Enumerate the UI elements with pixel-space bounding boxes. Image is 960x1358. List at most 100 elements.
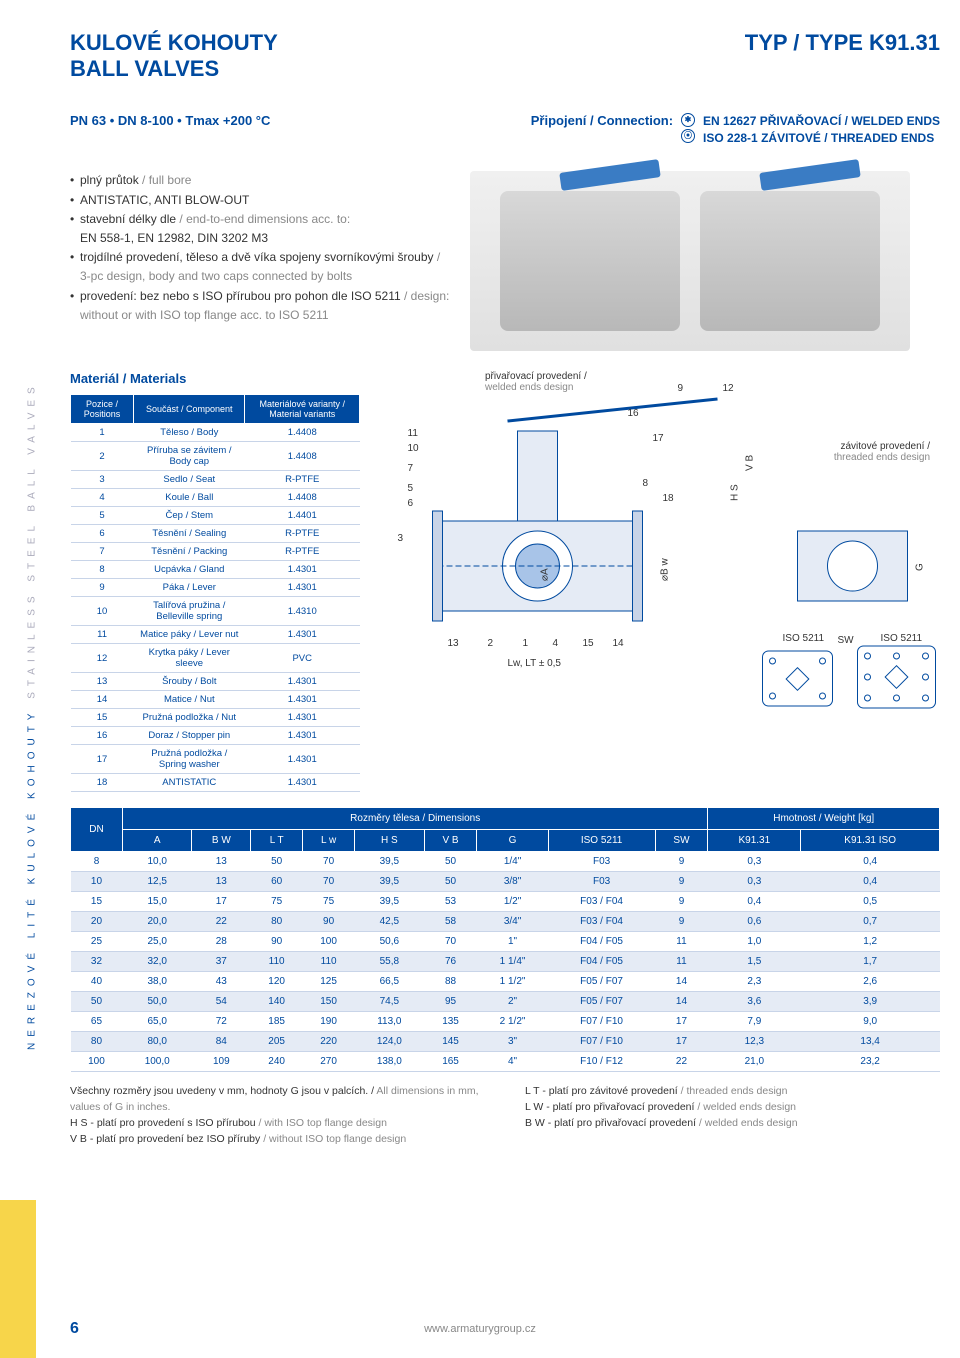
- svg-text:9: 9: [678, 383, 684, 394]
- cell: 50: [424, 852, 477, 872]
- conn1-en: / WELDED ENDS: [845, 114, 940, 128]
- cell: 1,5: [708, 952, 801, 972]
- cell: 1.4408: [245, 424, 360, 442]
- sidebar-cz: NEREZOVÉ LITÉ KULOVÉ KOHOUTY: [27, 708, 38, 1050]
- table-row: 12Krytka páky / Lever sleevePVC: [71, 644, 360, 673]
- cell: 240: [251, 1052, 303, 1072]
- svg-text:ISO 5211: ISO 5211: [881, 633, 923, 644]
- table-row: 2020,022809042,5583/4"F03 / F0490,60,7: [71, 912, 940, 932]
- product-photo: [470, 171, 910, 351]
- cell: 1.4301: [245, 774, 360, 792]
- cell: 1.4408: [245, 442, 360, 471]
- cell: 39,5: [355, 852, 425, 872]
- cell: 0,5: [801, 892, 940, 912]
- table-row: 17Pružná podložka / Spring washer1.4301: [71, 745, 360, 774]
- cell: 10: [71, 597, 134, 626]
- cell: Ucpávka / Gland: [134, 561, 245, 579]
- cell: R-PTFE: [245, 543, 360, 561]
- cell: Těleso / Body: [134, 424, 245, 442]
- cell: Pružná podložka / Nut: [134, 709, 245, 727]
- draw-welded-label: přivařovací provedení / welded ends desi…: [485, 371, 587, 393]
- cell: 18: [71, 774, 134, 792]
- cell: 113,0: [355, 1012, 425, 1032]
- cell: 110: [251, 952, 303, 972]
- table-row: 18ANTISTATIC1.4301: [71, 774, 360, 792]
- table-row: 8Ucpávka / Gland1.4301: [71, 561, 360, 579]
- draw-threaded-label: závitové provedení / threaded ends desig…: [834, 441, 930, 463]
- cell: 14: [655, 992, 708, 1012]
- cell: 39,5: [355, 892, 425, 912]
- conn1-std: EN 12627: [703, 114, 756, 128]
- cell: 1: [71, 424, 134, 442]
- cell: Čep / Stem: [134, 507, 245, 525]
- cell: 124,0: [355, 1032, 425, 1052]
- dim-th: A: [122, 830, 192, 852]
- svg-text:14: 14: [613, 638, 625, 649]
- cell: 53: [424, 892, 477, 912]
- cell: 0,4: [801, 852, 940, 872]
- cell: 11: [71, 626, 134, 644]
- weld-icon: ✱: [681, 113, 695, 127]
- dim-text: Lw, LT ± 0,5: [508, 658, 562, 669]
- valve-threaded: [700, 191, 880, 331]
- cell: PVC: [245, 644, 360, 673]
- dwl-cz: přivařovací provedení /: [485, 371, 587, 382]
- dim-th: L T: [251, 830, 303, 852]
- table-row: 13Šrouby / Bolt1.4301: [71, 673, 360, 691]
- table-row: 10Talířová pružina / Belleville spring1.…: [71, 597, 360, 626]
- cell: F03: [548, 852, 655, 872]
- cell: 1.4301: [245, 626, 360, 644]
- cell: 140: [251, 992, 303, 1012]
- sidebar-en: STAINLESS STEEL BALL VALVES: [27, 381, 38, 698]
- table-row: 5Čep / Stem1.4401: [71, 507, 360, 525]
- cell: 9,0: [801, 1012, 940, 1032]
- table-row: 7Těsnění / PackingR-PTFE: [71, 543, 360, 561]
- cell: 1 1/2": [477, 972, 548, 992]
- cell: F07 / F10: [548, 1032, 655, 1052]
- svg-text:5: 5: [408, 483, 414, 494]
- svg-text:10: 10: [408, 443, 420, 454]
- cell: 13,4: [801, 1032, 940, 1052]
- cell: 0,6: [708, 912, 801, 932]
- note-line: B W - platí pro přivařovací provedení / …: [525, 1116, 940, 1132]
- cell: 2,3: [708, 972, 801, 992]
- cell: 32,0: [122, 952, 192, 972]
- cell: 50: [71, 992, 123, 1012]
- svg-text:17: 17: [653, 433, 665, 444]
- bullet-item: plný průtok / full bore: [70, 171, 450, 190]
- cell: 15: [71, 709, 134, 727]
- mat-th-var: Materiálové varianty / Material variants: [245, 395, 360, 424]
- svg-text:15: 15: [583, 638, 595, 649]
- bullet-item: stavební délky dle / end-to-end dimensio…: [70, 210, 450, 229]
- cell: 3/8": [477, 872, 548, 892]
- cell: 1.4301: [245, 691, 360, 709]
- cell: 32: [71, 952, 123, 972]
- cell: 66,5: [355, 972, 425, 992]
- table-row: 14Matice / Nut1.4301: [71, 691, 360, 709]
- table-row: 16Doraz / Stopper pin1.4301: [71, 727, 360, 745]
- cell: 55,8: [355, 952, 425, 972]
- cell: 95: [424, 992, 477, 1012]
- dtl-cz: závitové provedení /: [841, 441, 931, 452]
- cell: 21,0: [708, 1052, 801, 1072]
- note-line: Všechny rozměry jsou uvedeny v mm, hodno…: [70, 1084, 485, 1116]
- svg-text:⌀B w: ⌀B w: [660, 558, 671, 581]
- cell: 1.4301: [245, 673, 360, 691]
- technical-drawing: přivařovací provedení / welded ends desi…: [375, 371, 940, 711]
- cell: 0,4: [708, 892, 801, 912]
- cell: Těsnění / Sealing: [134, 525, 245, 543]
- note-line: V B - platí pro provedení bez ISO přírub…: [70, 1132, 485, 1148]
- cell: 70: [303, 872, 355, 892]
- cell: 1": [477, 932, 548, 952]
- materials-title: Materiál / Materials: [70, 371, 360, 386]
- cell: 3,6: [708, 992, 801, 1012]
- cell: 14: [71, 691, 134, 709]
- cell: F05 / F07: [548, 972, 655, 992]
- spec-row: PN 63 • DN 8-100 • Tmax +200 °C Připojen…: [70, 113, 940, 147]
- cell: 150: [303, 992, 355, 1012]
- table-row: 1515,017757539,5531/2"F03 / F0490,40,5: [71, 892, 940, 912]
- cell: 9: [655, 912, 708, 932]
- cell: 8: [71, 852, 123, 872]
- cell: 58: [424, 912, 477, 932]
- svg-text:ISO 5211: ISO 5211: [783, 633, 825, 644]
